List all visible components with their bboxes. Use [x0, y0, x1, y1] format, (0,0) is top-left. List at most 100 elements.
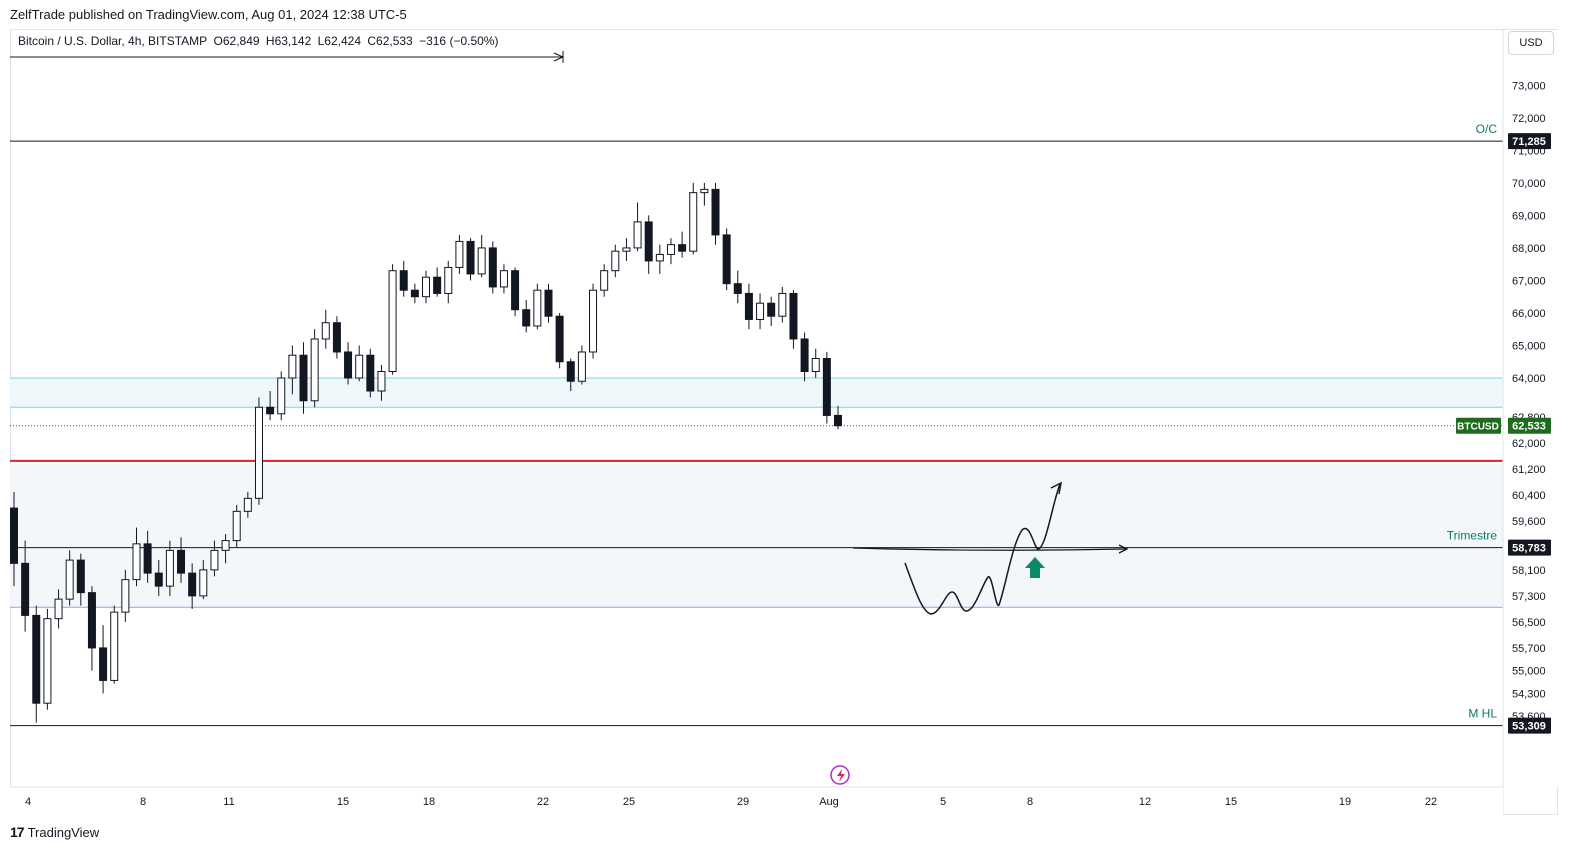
- level-tag-text: 58,783: [1512, 543, 1546, 555]
- candle-body: [577, 351, 586, 382]
- price-axis-bg: [1503, 30, 1558, 787]
- candle-body: [789, 292, 798, 340]
- arrowhead-icon: [553, 51, 565, 63]
- candle-body: [332, 322, 341, 353]
- candle-body: [188, 572, 197, 597]
- legend-high: H63,142: [265, 34, 312, 48]
- candle-body: [733, 283, 742, 294]
- candle-body: [689, 192, 698, 252]
- candle-body: [499, 270, 508, 288]
- candle-body: [299, 354, 308, 402]
- level-tag: [1508, 539, 1551, 556]
- level-tag-text: 53,309: [1512, 721, 1546, 733]
- time-tick: 25: [623, 796, 635, 808]
- legend-close: C62,533: [367, 34, 413, 48]
- lightning-icon: [837, 769, 845, 782]
- currency-button[interactable]: USD: [1508, 31, 1554, 55]
- time-tick: 18: [423, 796, 435, 808]
- price-tick: 57,300: [1512, 591, 1546, 603]
- candle-body: [399, 270, 408, 291]
- time-tick: 15: [1225, 796, 1237, 808]
- candle-body: [511, 270, 520, 311]
- last-price-tag: [1508, 417, 1551, 434]
- candle-body: [254, 406, 263, 499]
- time-tick: 19: [1339, 796, 1351, 808]
- price-tick: 58,100: [1512, 565, 1546, 577]
- candle-body: [767, 302, 776, 317]
- price-tick: 67,000: [1512, 275, 1546, 287]
- candle-body: [232, 510, 241, 542]
- candle-body: [355, 354, 364, 379]
- time-tick: 11: [223, 796, 234, 808]
- candle-body: [266, 406, 275, 415]
- candle-body: [344, 351, 353, 379]
- legend-low: L62,424: [317, 34, 362, 48]
- candle-body: [655, 253, 664, 262]
- candle-body: [321, 322, 330, 340]
- legend-open: O62,849: [213, 34, 260, 48]
- candle-body: [366, 354, 375, 392]
- price-tick: 73,000: [1512, 80, 1546, 92]
- time-tick: 8: [140, 796, 146, 808]
- candle-body: [678, 244, 687, 252]
- candle-body: [277, 377, 286, 415]
- publisher-line: ZelfTrade published on TradingView.com, …: [10, 7, 407, 22]
- candle-body: [756, 302, 765, 320]
- candle-body: [165, 549, 174, 587]
- level-label: O/C: [1476, 122, 1498, 136]
- projection-neckline: [852, 547, 1127, 551]
- candle-body: [65, 559, 74, 600]
- candle-body: [199, 569, 208, 597]
- candle-body: [221, 540, 230, 551]
- candle-body: [143, 543, 152, 574]
- candle-body: [99, 647, 108, 681]
- candle-body: [533, 289, 542, 327]
- candle-body: [210, 549, 219, 571]
- candle-body: [722, 234, 731, 285]
- candle-body: [488, 247, 497, 288]
- price-tick: 56,500: [1512, 617, 1546, 629]
- candle-body: [600, 270, 609, 291]
- candle-body: [87, 592, 96, 649]
- time-tick: Aug: [819, 796, 839, 808]
- level-label: Trimestre: [1447, 529, 1498, 543]
- price-tick: 55,000: [1512, 666, 1546, 678]
- symbol-tag: [1456, 417, 1501, 434]
- price-tick: 54,300: [1512, 688, 1546, 700]
- tradingview-logo[interactable]: 17 TradingView: [10, 824, 99, 840]
- candle-body: [566, 361, 575, 382]
- time-tick: 29: [737, 796, 749, 808]
- time-axis-bg: [10, 787, 1503, 815]
- price-tick: 62,000: [1512, 438, 1546, 450]
- price-tick: 65,000: [1512, 340, 1546, 352]
- candle-body: [644, 221, 653, 262]
- candle-body: [288, 354, 297, 379]
- candle-body: [455, 240, 464, 268]
- price-tick: 55,700: [1512, 643, 1546, 655]
- time-tick: 22: [537, 796, 549, 808]
- candle-body: [121, 579, 130, 613]
- symbol-tag-text: BTCUSD: [1457, 422, 1499, 433]
- candle-body: [711, 188, 720, 236]
- candle-body: [611, 250, 620, 272]
- time-tick: 12: [1139, 796, 1151, 808]
- symbol-legend: Bitcoin / U.S. Dollar, 4h, BITSTAMP O62,…: [18, 34, 501, 48]
- brand-name: TradingView: [27, 824, 100, 840]
- candle-body: [76, 559, 85, 594]
- candle-body: [243, 497, 252, 512]
- candle-body: [811, 357, 820, 372]
- candle-body: [633, 221, 642, 249]
- candle-body: [822, 357, 831, 416]
- candle-body: [32, 614, 41, 704]
- price-tick: 60,400: [1512, 490, 1546, 502]
- candle-body: [54, 598, 63, 620]
- time-tick: 22: [1425, 796, 1437, 808]
- price-tick: 72,000: [1512, 113, 1546, 125]
- legend-symbol: Bitcoin / U.S. Dollar, 4h, BITSTAMP: [18, 34, 208, 48]
- candle-body: [43, 618, 52, 704]
- candle-body: [544, 289, 553, 317]
- candle-body: [422, 276, 430, 298]
- level-tag: [1508, 717, 1551, 734]
- price-tick: 61,200: [1512, 464, 1546, 476]
